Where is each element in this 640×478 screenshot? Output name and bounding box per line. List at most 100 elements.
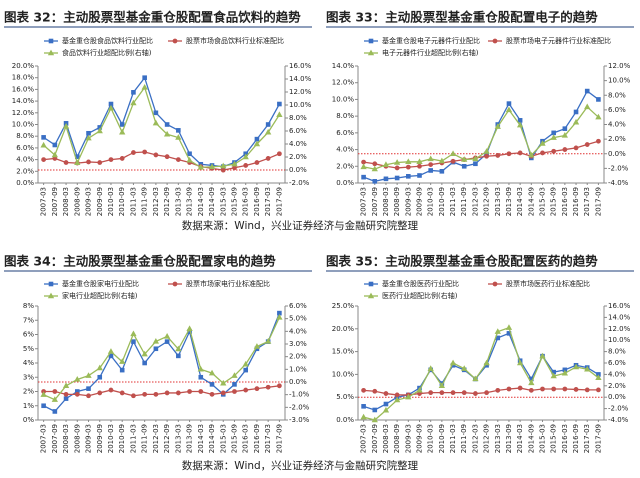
marker — [52, 389, 58, 394]
marker — [119, 367, 125, 373]
marker — [108, 387, 114, 393]
x-tick-label: 2009-09 — [416, 187, 424, 216]
marker — [220, 167, 226, 173]
x-tick-label: 2016-03 — [561, 187, 569, 216]
marker — [107, 104, 115, 111]
marker — [596, 387, 601, 393]
marker — [473, 391, 478, 396]
series-line — [43, 86, 280, 169]
series-line — [363, 326, 599, 421]
marker — [382, 406, 390, 413]
marker — [108, 157, 114, 163]
marker — [164, 122, 170, 127]
y-tick-label: 5.0% — [336, 393, 354, 401]
x-tick-label: 2007-09 — [51, 187, 59, 216]
x-tick-label: 2015-03 — [539, 424, 547, 453]
x-tick-label: 2017-09 — [275, 424, 283, 453]
x-tick-label: 2013-03 — [494, 424, 502, 453]
marker — [427, 365, 434, 371]
x-tick-label: 2007-03 — [360, 424, 368, 453]
marker — [175, 345, 182, 352]
marker — [175, 134, 182, 140]
marker — [47, 292, 55, 299]
marker — [198, 374, 204, 380]
marker — [427, 155, 434, 162]
marker — [97, 160, 103, 165]
y-tick-label: 8.0% — [16, 132, 34, 140]
marker — [417, 173, 422, 178]
marker — [220, 379, 227, 386]
x-tick-label: 2016-09 — [572, 424, 580, 453]
marker — [119, 358, 126, 364]
marker — [383, 391, 389, 396]
y2-tick-label: 0.0% — [608, 393, 626, 401]
x-tick-label: 2009-09 — [96, 187, 104, 216]
marker — [484, 390, 489, 396]
x-tick-label: 2013-03 — [174, 424, 182, 453]
y-tick-label: 0.0% — [16, 179, 34, 187]
marker — [584, 142, 590, 147]
marker — [232, 165, 237, 171]
marker — [242, 153, 249, 160]
y2-tick-label: 16.0% — [289, 62, 312, 70]
marker — [220, 162, 227, 169]
x-tick-label: 2009-03 — [85, 187, 93, 216]
legend-label: 股票市场家电行业标准配比 — [186, 279, 270, 288]
marker — [539, 352, 546, 359]
chart: 图表 35：主动股票型基金重仓股配置医药的趋势 0.0% 5.0% 10.0% 15.0… — [326, 254, 634, 453]
x-tick-label: 2010-09 — [118, 187, 126, 216]
x-tick-label: 2014-03 — [516, 187, 524, 216]
marker — [371, 416, 378, 423]
x-tick-label: 2009-09 — [96, 424, 104, 453]
y2-tick-label: 5.0% — [289, 315, 307, 323]
marker — [141, 350, 148, 357]
x-tick-label: 2012-09 — [483, 424, 491, 453]
x-tick-label: 2007-03 — [360, 187, 368, 216]
marker — [142, 75, 147, 81]
marker — [153, 110, 159, 116]
series-line — [363, 387, 599, 396]
marker — [119, 128, 126, 135]
marker — [562, 126, 568, 131]
marker — [172, 38, 178, 44]
x-tick-label: 2010-09 — [438, 187, 446, 216]
y-tick-label: 0.0% — [336, 179, 354, 187]
marker — [495, 387, 501, 393]
marker — [153, 152, 159, 158]
marker — [85, 134, 92, 141]
marker — [176, 353, 181, 359]
x-tick-label: 2008-03 — [62, 187, 70, 216]
marker — [86, 386, 91, 391]
marker — [561, 132, 569, 138]
x-tick-label: 2010-09 — [438, 424, 446, 453]
marker — [265, 128, 272, 135]
marker — [208, 163, 216, 169]
y2-tick-label: 14.0% — [289, 75, 312, 83]
marker — [209, 391, 215, 397]
y2-tick-label: -2.0% — [289, 179, 310, 187]
y-tick-label: 6.0% — [336, 129, 354, 137]
y-tick-label: 10.0% — [332, 95, 355, 103]
y2-tick-label: 12.0% — [608, 325, 631, 333]
x-tick-label: 2011-03 — [449, 424, 457, 453]
marker — [449, 150, 457, 156]
marker — [550, 134, 557, 140]
marker — [428, 168, 433, 173]
marker — [517, 118, 523, 123]
x-tick-label: 2007-09 — [371, 187, 379, 216]
marker — [393, 159, 401, 165]
marker — [231, 372, 238, 378]
marker — [449, 359, 457, 366]
marker — [528, 151, 535, 158]
marker — [265, 338, 272, 344]
x-tick-label: 2015-09 — [230, 187, 238, 216]
x-tick-label: 2017-09 — [594, 424, 602, 453]
y2-tick-label: 0.0% — [608, 150, 626, 158]
marker — [253, 140, 261, 147]
y-tick-label: 20.0% — [12, 62, 35, 70]
marker — [417, 163, 422, 169]
marker — [584, 365, 591, 372]
marker — [51, 151, 58, 158]
x-tick-label: 2015-09 — [550, 424, 558, 453]
marker — [550, 372, 557, 379]
